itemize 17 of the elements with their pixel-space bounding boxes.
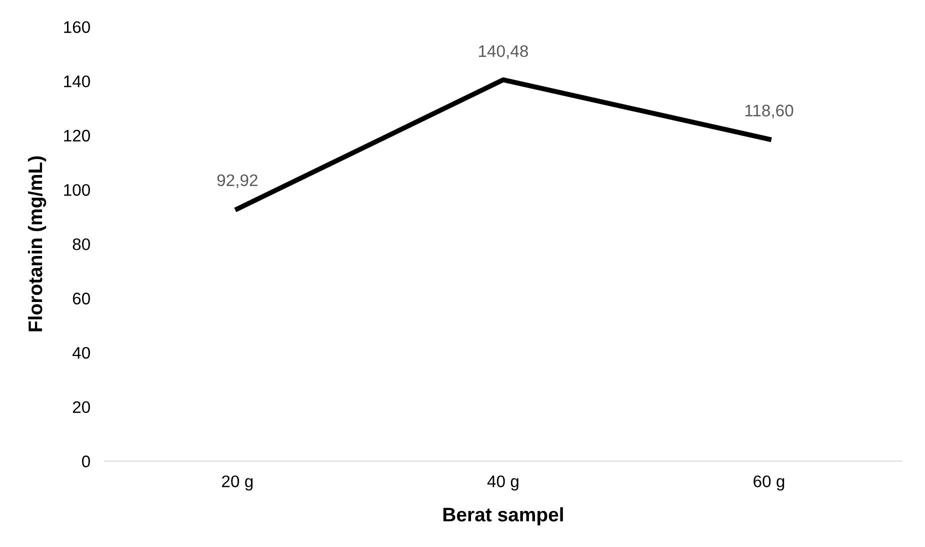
data-label: 118,60 (745, 104, 794, 118)
x-tick-label: 40 g (487, 475, 518, 491)
y-tick-label: 140 (64, 75, 90, 88)
x-tick-label: 60 g (754, 475, 784, 491)
x-tick-label: 20 g (222, 475, 253, 491)
y-tick-label: 20 (72, 401, 90, 414)
y-axis-title: Florotanin (mg/mL) (28, 156, 46, 332)
y-tick-label: 80 (72, 238, 90, 250)
x-axis-title: Berat sampel (443, 507, 563, 526)
y-tick-label: 100 (64, 184, 90, 196)
y-tick-label: 120 (64, 130, 90, 142)
data-label: 92,92 (217, 174, 258, 188)
y-tick-label: 160 (64, 21, 90, 34)
y-tick-label: 0 (82, 456, 90, 468)
y-tick-label: 60 (72, 292, 90, 304)
y-tick-label: 40 (72, 346, 90, 359)
data-label: 140,48 (478, 45, 528, 60)
